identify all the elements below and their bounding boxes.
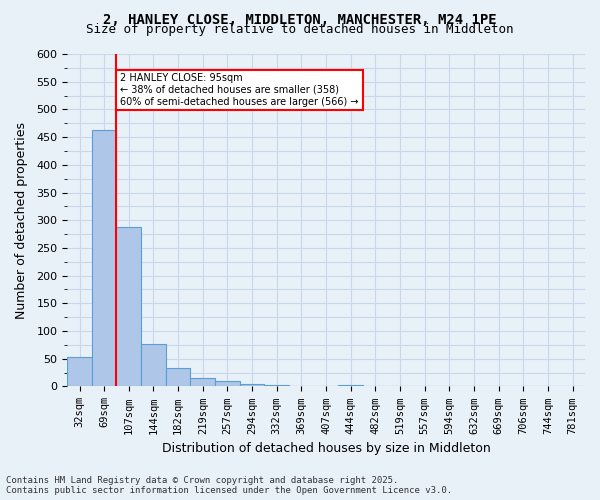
Bar — [240, 384, 265, 386]
Bar — [166, 368, 190, 386]
Bar — [265, 385, 289, 386]
Text: 2, HANLEY CLOSE, MIDDLETON, MANCHESTER, M24 1PE: 2, HANLEY CLOSE, MIDDLETON, MANCHESTER, … — [103, 12, 497, 26]
X-axis label: Distribution of detached houses by size in Middleton: Distribution of detached houses by size … — [162, 442, 490, 455]
Bar — [141, 344, 166, 387]
Bar — [116, 228, 141, 386]
Bar — [67, 357, 92, 386]
Bar — [215, 382, 240, 386]
Bar — [190, 378, 215, 386]
Text: 2 HANLEY CLOSE: 95sqm
← 38% of detached houses are smaller (358)
60% of semi-det: 2 HANLEY CLOSE: 95sqm ← 38% of detached … — [120, 74, 359, 106]
Text: Contains HM Land Registry data © Crown copyright and database right 2025.
Contai: Contains HM Land Registry data © Crown c… — [6, 476, 452, 495]
Y-axis label: Number of detached properties: Number of detached properties — [15, 122, 28, 318]
Text: Size of property relative to detached houses in Middleton: Size of property relative to detached ho… — [86, 22, 514, 36]
Bar — [92, 130, 116, 386]
